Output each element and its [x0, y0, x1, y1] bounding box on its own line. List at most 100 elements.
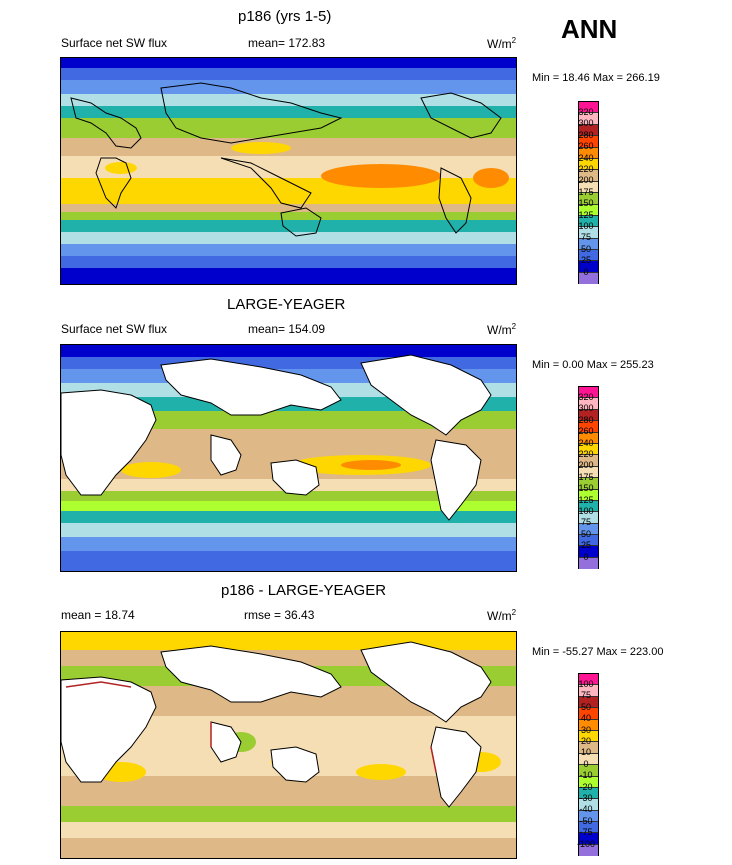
panel-2-tick-label: 200: [578, 460, 594, 471]
panel-1-tick-label: 200: [578, 175, 594, 186]
panel-2-tick-label: 260: [578, 426, 594, 437]
panel-3-tick-label: 40: [580, 713, 591, 724]
panel-1-tick-label: 25: [580, 255, 591, 266]
panel-2-tick-label: 220: [578, 449, 594, 459]
panel-2-colorbar-swatch: [579, 535, 598, 547]
panel-3-tick-label: -40: [579, 804, 593, 815]
panel-1-tick-label: 50: [580, 243, 591, 254]
panel-2-colorbar-swatch: [579, 489, 598, 501]
panel-1-colorbar-swatch: [579, 102, 598, 114]
panel-2-mean-label: mean= 154.09: [248, 322, 326, 336]
panel-2-colorbar-swatch: [579, 557, 598, 570]
panel-3-colorbar: [578, 673, 599, 857]
panel-2-colorbar-swatch: [579, 398, 598, 410]
panel-2-tick-label: 50: [580, 528, 591, 539]
panel-2-tick-label: 75: [580, 517, 591, 528]
panel-2-colorbar-swatch: [579, 478, 598, 490]
panel-1-tick-label: 280: [578, 129, 594, 140]
panel-3-colorbar-swatch: [579, 742, 598, 754]
panel-1-title: p186 (yrs 1-5): [238, 8, 332, 25]
panel-3-mean-label: mean = 18.74: [61, 608, 135, 622]
panel-3-tick-label: 50: [580, 701, 591, 712]
panel-2-colorbar: [578, 386, 599, 570]
panel-1-colorbar-swatch: [579, 227, 598, 239]
panel-1-colorbar-swatch: [579, 272, 598, 285]
panel-1-colorbar-swatch: [579, 261, 598, 273]
panel-3-colorbar-swatch: [579, 765, 598, 777]
panel-1-tick-label: 150: [578, 198, 594, 209]
panel-3-colorbar-swatch: [579, 787, 598, 800]
panel-3-tick-label: -100: [576, 838, 595, 849]
panel-2-units: W/m2: [487, 322, 517, 337]
panel-2-tick-label: 150: [578, 483, 594, 494]
panel-3-tick-label: 30: [580, 724, 591, 735]
panel-3-colorbar-swatch: [579, 799, 598, 811]
panel-3-tick-label: 0: [583, 758, 589, 769]
panel-2-colorbar-swatch: [579, 500, 598, 513]
panel-3-tick-label: 20: [580, 736, 591, 746]
panel-1-tick-label: 175: [578, 186, 594, 197]
panel-2-colorbar-swatch: [579, 455, 598, 467]
panel-1-variable-label: Surface net SW flux: [61, 36, 168, 50]
panel-1-colorbar-swatch: [579, 215, 598, 228]
panel-2-tick-label: 25: [580, 540, 591, 551]
panel-2-tick-label: 125: [578, 494, 594, 505]
panel-3-colorbar-swatch: [579, 810, 598, 823]
panel-1-colorbar-swatch: [579, 147, 598, 159]
panel-3-title: p186 - LARGE-YEAGER: [221, 582, 387, 599]
panel-1-mean-label: mean= 172.83: [248, 36, 326, 50]
panel-1-colorbar-swatch: [579, 136, 598, 148]
panel-3-colorbar-swatch: [579, 753, 598, 766]
panel-3-tick-label: 75: [580, 690, 591, 701]
panel-1-colorbar-swatch: [579, 113, 598, 125]
panel-1-min-max: Min = 18.46 Max = 266.19: [532, 72, 660, 84]
panel-3-tick-label: -20: [579, 781, 593, 792]
panel-2-colorbar-swatch: [579, 512, 598, 524]
panel-1-units: W/m2: [487, 36, 517, 51]
panel-3-tick-label: 100: [578, 679, 594, 689]
panel-2-tick-label: 100: [578, 506, 594, 516]
panel-3-tick-label: -30: [579, 793, 593, 803]
panel-1-tick-label: 320: [578, 107, 594, 117]
panel-2-tick-label: 0: [583, 551, 589, 562]
panel-2-title: LARGE-YEAGER: [227, 296, 346, 313]
panel-3-tick-label: -10: [579, 770, 593, 781]
panel-3-colorbar-swatch: [579, 730, 598, 743]
panel-3-colorbar-swatch: [579, 696, 598, 709]
panel-2-tick-label: 240: [578, 437, 594, 448]
panel-2-tick-label: 280: [578, 414, 594, 425]
panel-1-tick-label: 75: [580, 232, 591, 243]
panel-2-colorbar-swatch: [579, 466, 598, 479]
panel-3-tick-label: -50: [579, 815, 593, 826]
panel-3-rmse-label: rmse = 36.43: [244, 608, 315, 622]
panel-3-colorbar-swatch: [579, 822, 598, 834]
panel-3-colorbar-swatch: [579, 776, 598, 788]
panel-2-colorbar-swatch: [579, 443, 598, 456]
panel-1-tick-label: 220: [578, 164, 594, 174]
panel-1-colorbar-swatch: [579, 158, 598, 171]
panel-3-tick-label: -75: [579, 827, 593, 838]
panel-2-colorbar-swatch: [579, 432, 598, 444]
panel-1-colorbar-swatch: [579, 170, 598, 182]
panel-3-colorbar-swatch: [579, 674, 598, 686]
panel-1-colorbar-swatch: [579, 181, 598, 194]
panel-2-colorbar-swatch: [579, 409, 598, 422]
panel-2-colorbar-swatch: [579, 387, 598, 399]
panel-3-colorbar-swatch: [579, 833, 598, 845]
panel-2-tick-label: 300: [578, 403, 594, 414]
panel-1-colorbar-swatch: [579, 250, 598, 262]
panel-3-units: W/m2: [487, 608, 517, 623]
panel-1-tick-label: 240: [578, 152, 594, 163]
panel-2-variable-label: Surface net SW flux: [61, 322, 168, 336]
panel-1-tick-label: 100: [578, 221, 594, 231]
panel-2-min-max: Min = 0.00 Max = 255.23: [532, 359, 654, 371]
panel-1-colorbar: [578, 101, 599, 285]
panel-1-tick-label: 260: [578, 141, 594, 152]
panel-1-map: [60, 57, 517, 285]
panel-1-colorbar-swatch: [579, 204, 598, 216]
panel-1-tick-label: 300: [578, 118, 594, 129]
panel-3-colorbar-swatch: [579, 719, 598, 731]
panel-1-tick-label: 125: [578, 209, 594, 220]
panel-1-tick-label: 0: [583, 266, 589, 277]
season-label: ANN: [561, 14, 618, 44]
